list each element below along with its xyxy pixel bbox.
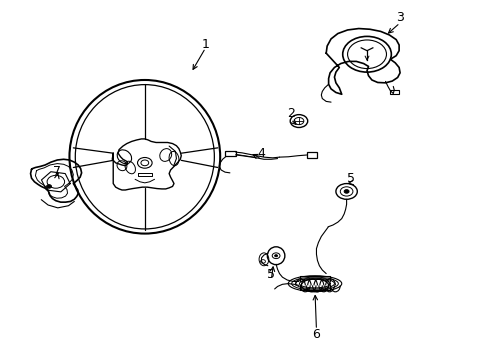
Text: 4: 4 xyxy=(257,147,265,160)
FancyBboxPatch shape xyxy=(389,90,398,94)
Text: 2: 2 xyxy=(286,107,294,120)
Text: 6: 6 xyxy=(312,328,320,341)
FancyBboxPatch shape xyxy=(224,151,235,157)
Circle shape xyxy=(344,190,348,193)
Text: 3: 3 xyxy=(395,11,403,24)
Circle shape xyxy=(46,185,51,188)
Text: 7: 7 xyxy=(53,165,61,177)
Text: 5: 5 xyxy=(347,172,355,185)
FancyBboxPatch shape xyxy=(306,152,317,158)
Text: 5: 5 xyxy=(267,268,275,281)
Text: 1: 1 xyxy=(201,38,209,51)
Circle shape xyxy=(274,255,277,257)
